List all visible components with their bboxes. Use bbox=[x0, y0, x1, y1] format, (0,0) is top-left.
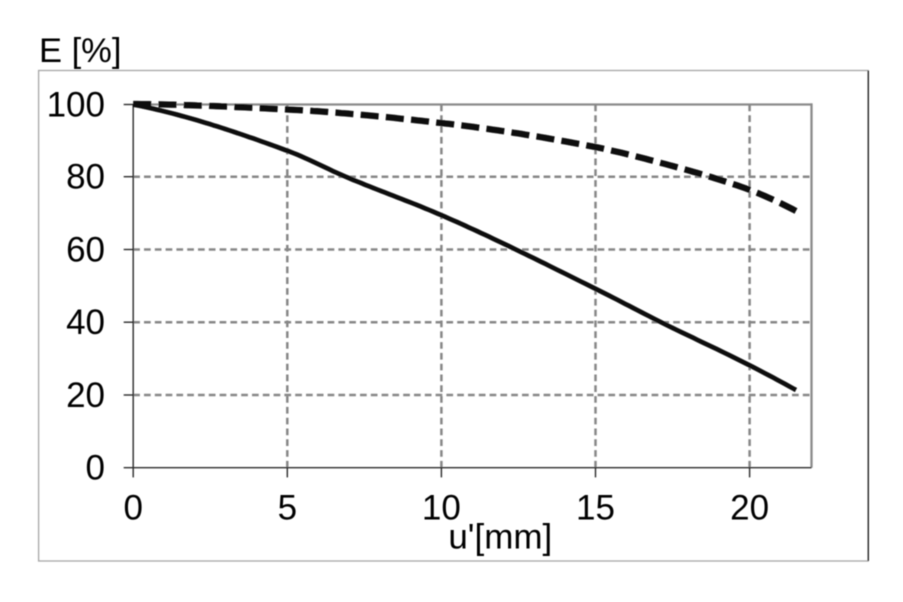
svg-text:E [%]: E [%] bbox=[39, 32, 121, 70]
svg-text:0: 0 bbox=[123, 489, 142, 528]
svg-text:5: 5 bbox=[278, 489, 297, 528]
svg-text:u'[mm]: u'[mm] bbox=[448, 518, 552, 557]
svg-text:60: 60 bbox=[66, 231, 105, 270]
svg-text:20: 20 bbox=[730, 489, 769, 528]
svg-text:20: 20 bbox=[66, 376, 105, 415]
svg-text:40: 40 bbox=[66, 303, 105, 342]
svg-text:100: 100 bbox=[47, 86, 105, 125]
svg-text:15: 15 bbox=[576, 489, 615, 528]
svg-text:10: 10 bbox=[422, 489, 461, 528]
svg-text:80: 80 bbox=[66, 158, 105, 197]
svg-text:0: 0 bbox=[86, 449, 105, 488]
